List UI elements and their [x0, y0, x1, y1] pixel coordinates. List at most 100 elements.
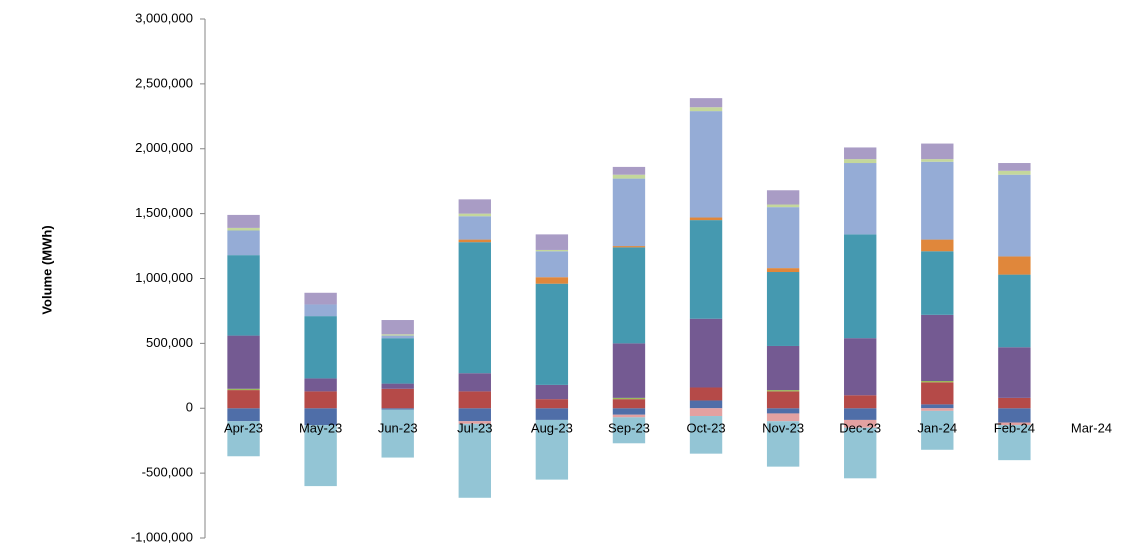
bar-segment: [689, 408, 723, 417]
bar-segment: [766, 204, 800, 208]
bar-segment: [612, 397, 646, 400]
bar-segment: [381, 338, 414, 384]
bar-segment: [766, 272, 800, 346]
y-tick-label: 0: [186, 400, 193, 415]
bar-segment: [921, 239, 954, 252]
bar-segment: [921, 159, 954, 162]
bar-segment: [535, 234, 569, 250]
bar-segment: [998, 174, 1031, 257]
bar-segment: [458, 373, 491, 392]
bar-segment: [844, 419, 877, 428]
bar-segment: [304, 425, 337, 487]
bar-segment: [304, 408, 337, 426]
bar-segment: [304, 316, 337, 379]
bar-segment: [921, 408, 954, 411]
bar-segment: [844, 338, 877, 396]
x-tick-label: Nov-23: [762, 421, 804, 436]
x-tick-label: Feb-24: [994, 421, 1035, 436]
bar-segment: [689, 416, 723, 454]
bar-segment: [227, 230, 260, 256]
bar-segment: [381, 409, 414, 458]
bar-segment: [921, 404, 954, 409]
bar-segment: [766, 345, 800, 391]
bar-segment: [998, 408, 1031, 423]
bar-segment: [766, 413, 800, 422]
bar-segment: [998, 170, 1031, 175]
bar-segment: [227, 214, 260, 228]
bar-segment: [535, 283, 569, 385]
bar-segment: [844, 234, 877, 339]
bar-segment: [766, 207, 800, 269]
bar-segment: [612, 343, 646, 398]
bar-segment: [612, 417, 646, 444]
bar-segment: [766, 190, 800, 205]
bar-segment: [921, 143, 954, 160]
bar-segment: [921, 410, 954, 450]
bar-segment: [381, 408, 414, 410]
bar-segment: [381, 335, 414, 339]
x-tick-label: Jun-23: [378, 421, 418, 436]
y-tick-label: 3,000,000: [135, 10, 193, 25]
bar-segment: [689, 217, 723, 221]
bar-segment: [227, 421, 260, 457]
y-tick-label: -500,000: [142, 465, 193, 480]
bar-segment: [844, 147, 877, 160]
bar-segment: [535, 251, 569, 278]
bar-segment: [227, 227, 260, 231]
bar-segment: [227, 255, 260, 336]
y-tick-label: -1,000,000: [131, 529, 193, 543]
bar-segment: [458, 391, 491, 409]
bar-segment: [535, 277, 569, 284]
bar-segment: [689, 400, 723, 409]
bar-segment: [304, 304, 337, 317]
bar-segment: [921, 161, 954, 240]
bar-segment: [689, 98, 723, 108]
bar-segment: [535, 384, 569, 400]
bar-segment: [844, 395, 877, 409]
bar-segment: [998, 347, 1031, 398]
bar-segment: [689, 220, 723, 319]
bar-segment: [844, 427, 877, 479]
x-tick-label: Mar-24: [1071, 421, 1112, 436]
bar-segment: [458, 421, 491, 424]
y-tick-label: 2,000,000: [135, 140, 193, 155]
bar-segment: [844, 159, 877, 164]
bar-segment: [227, 408, 260, 422]
bar-segment: [535, 249, 569, 252]
y-tick-label: 500,000: [146, 335, 193, 350]
bar-segment: [458, 213, 491, 217]
bar-segment: [998, 256, 1031, 275]
bar-segment: [381, 383, 414, 389]
bar-segment: [227, 388, 260, 391]
bar-segment: [998, 425, 1031, 461]
x-tick-label: Aug-23: [531, 421, 573, 436]
bar-segment: [998, 163, 1031, 171]
bar-segment: [458, 423, 491, 498]
bar-segment: [535, 408, 569, 420]
x-tick-label: Jul-23: [457, 421, 492, 436]
y-tick-label: 1,000,000: [135, 270, 193, 285]
bar-segment: [766, 391, 800, 409]
bar-segment: [921, 251, 954, 315]
bar-segment: [381, 388, 414, 409]
bar-segment: [304, 391, 337, 409]
bar-segment: [381, 334, 414, 336]
bar-segment: [766, 268, 800, 273]
bar-segment: [689, 111, 723, 218]
y-tick-label: 1,500,000: [135, 205, 193, 220]
bar-segment: [766, 390, 800, 392]
bar-segment: [381, 320, 414, 335]
bar-segment: [844, 163, 877, 235]
bar-segment: [766, 421, 800, 467]
bar-segment: [689, 107, 723, 112]
x-tick-label: May-23: [299, 421, 342, 436]
bar-segment: [844, 408, 877, 420]
x-tick-label: Sep-23: [608, 421, 650, 436]
bar-segment: [998, 397, 1031, 409]
bar-segment: [612, 178, 646, 247]
bar-segment: [458, 242, 491, 374]
bar-segment: [612, 246, 646, 248]
bar-segment: [998, 422, 1031, 426]
bar-segment: [612, 247, 646, 344]
bar-segment: [612, 414, 646, 418]
